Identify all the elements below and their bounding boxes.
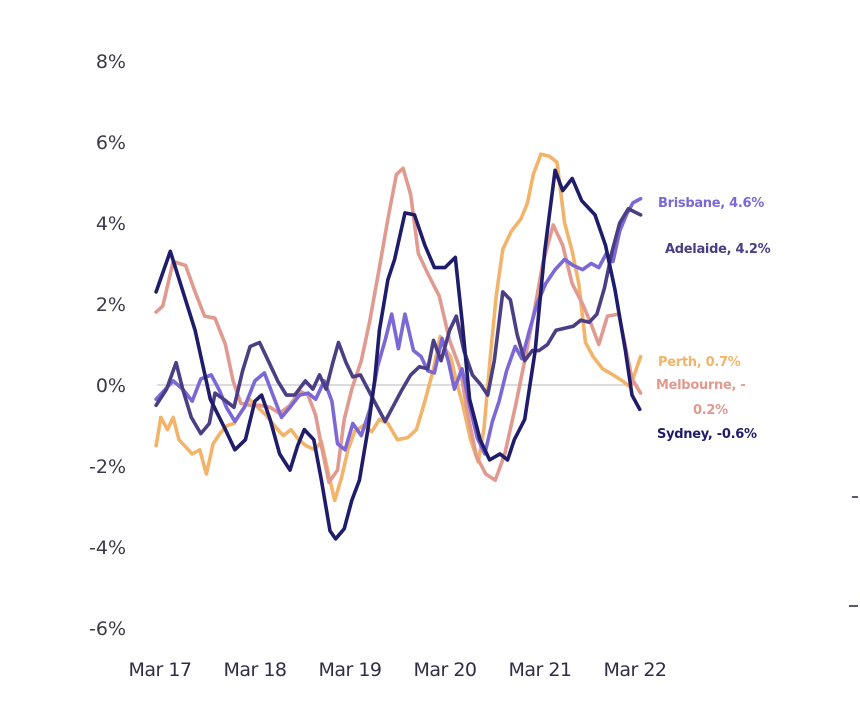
label-brisbane: Brisbane, 4.6% xyxy=(658,196,764,211)
y-tick-label: -6% xyxy=(89,618,126,640)
y-tick-label: 2% xyxy=(96,294,126,316)
x-tick-label: Mar 17 xyxy=(128,659,191,681)
y-tick-label: 8% xyxy=(96,51,126,73)
series-labels: Brisbane, 4.6% Adelaide, 4.2% Perth, 0.7… xyxy=(656,196,771,442)
series-line-sydney xyxy=(154,168,642,541)
y-tick-label: -4% xyxy=(89,537,126,559)
y-tick-label: -2% xyxy=(89,456,126,478)
x-tick-label: Mar 21 xyxy=(508,659,571,681)
label-adelaide: Adelaide, 4.2% xyxy=(665,242,771,257)
series-line-brisbane xyxy=(154,196,643,456)
x-tick-label: Mar 18 xyxy=(223,659,286,681)
x-tick-label: Mar 19 xyxy=(318,659,381,681)
series-line-adelaide xyxy=(154,207,643,436)
series-line-perth xyxy=(154,152,643,503)
label-perth: Perth, 0.7% xyxy=(658,355,741,370)
x-tick-label: Mar 20 xyxy=(413,659,476,681)
label-sydney: Sydney, -0.6% xyxy=(657,427,757,442)
y-tick-label: 0% xyxy=(96,375,126,397)
label-melbourne: Melbourne, - xyxy=(656,378,745,393)
y-axis: 8% 6% 4% 2% 0% -2% -4% -6% xyxy=(89,51,126,640)
series-line-melbourne xyxy=(154,166,643,485)
series-lines xyxy=(154,152,643,541)
y-tick-label: 4% xyxy=(96,213,126,235)
label-melbourne-value: 0.2% xyxy=(693,403,728,418)
x-tick-label: Mar 22 xyxy=(603,659,666,681)
y-tick-label: 6% xyxy=(96,132,126,154)
x-axis: Mar 17 Mar 18 Mar 19 Mar 20 Mar 21 Mar 22 xyxy=(128,659,667,681)
